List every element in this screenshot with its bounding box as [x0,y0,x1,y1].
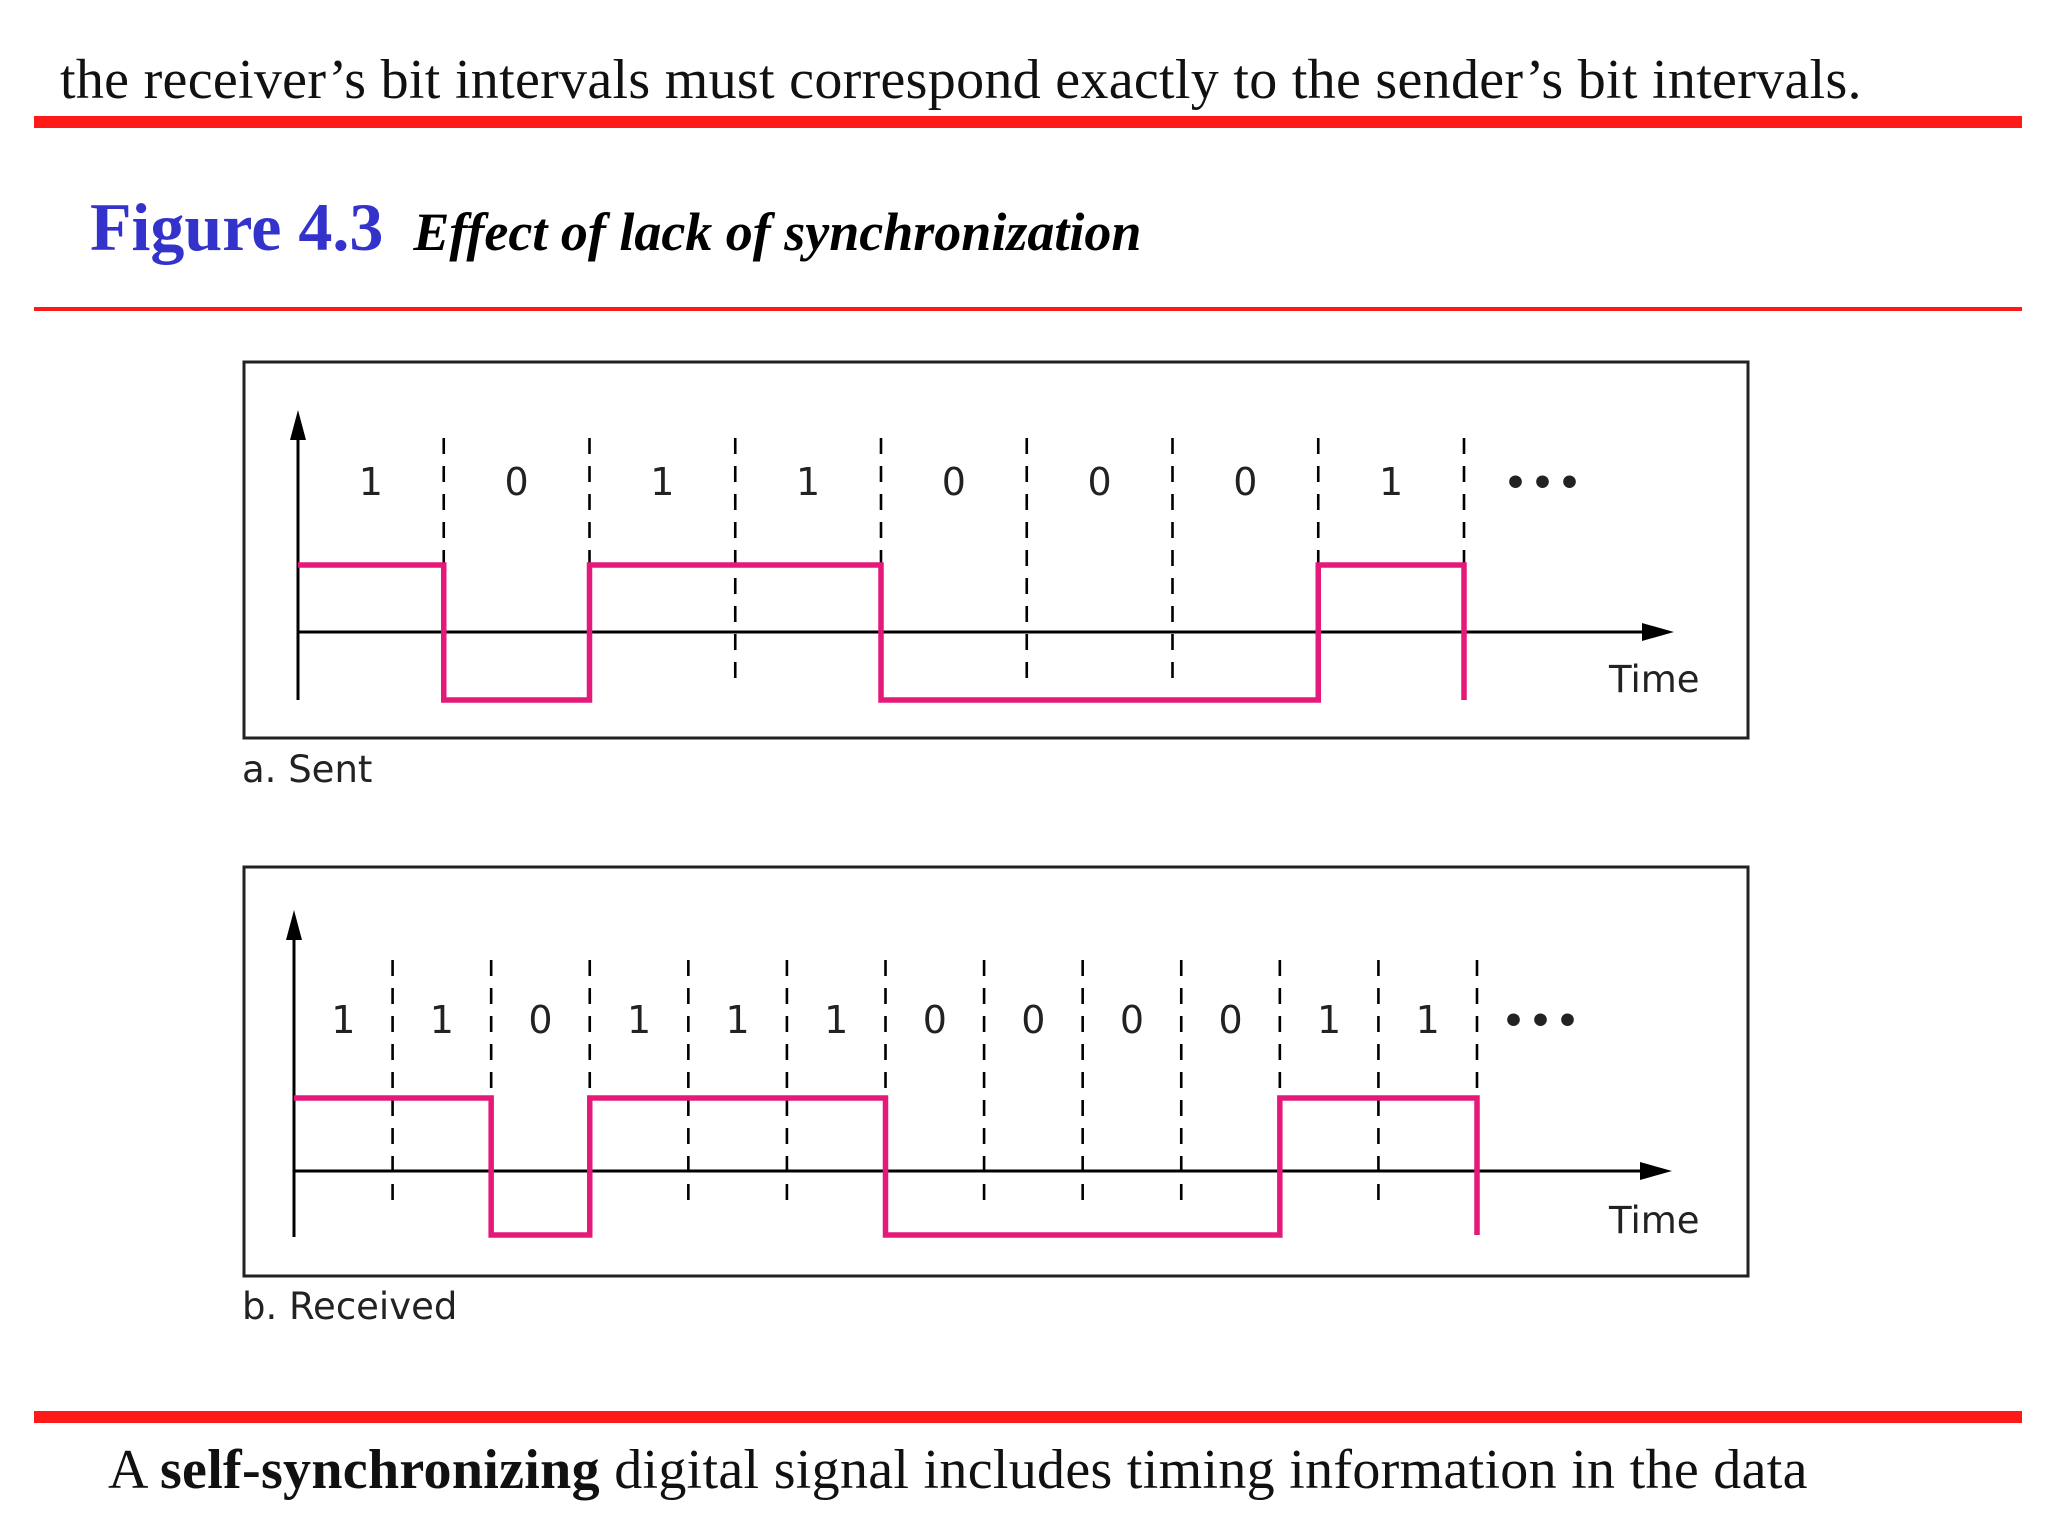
vertical-axis-arrowhead [290,410,306,440]
bottom-sentence-bold: self-synchronizing [159,1439,600,1501]
bit-label: 1 [824,998,848,1042]
bottom-red-rule [34,1411,2022,1423]
bit-label: 0 [1021,998,1045,1042]
bit-label: 0 [1218,998,1242,1042]
continuation-dots: ••• [1504,463,1585,504]
bit-label: 1 [796,460,820,504]
top-sentence: the receiver’s bit intervals must corres… [60,49,1862,111]
continuation-dots: ••• [1502,1001,1583,1042]
time-axis-arrowhead [1640,1162,1672,1180]
bottom-sentence-rest: digital signal includes timing informati… [599,1439,1808,1501]
bit-label: 1 [1317,998,1341,1042]
received-caption: b. Received [242,1285,458,1328]
bit-label: 0 [1120,998,1144,1042]
bit-label: 0 [1233,460,1257,504]
bit-label: 1 [1379,460,1403,504]
vertical-axis-arrowhead [286,910,302,940]
received-diagram: 1 1 0 1 1 1 0 0 0 0 1 1 ••• Time [242,865,1750,1278]
bit-label: 1 [627,998,651,1042]
received-diagram-frame [242,865,1750,1278]
bit-label: 0 [505,460,529,504]
figure-caption: Effect of lack of synchronization [413,202,1142,262]
bit-label: 1 [726,998,750,1042]
bottom-sentence-prefix: A [108,1439,160,1501]
time-axis-label: Time [1608,1199,1700,1242]
figure-number: Figure 4.3 [90,189,384,265]
figure-title: Figure 4.3 Effect of lack of synchronizat… [90,188,1141,267]
time-axis-label: Time [1608,658,1700,701]
sent-diagram-frame [242,360,1750,740]
bit-label: 1 [359,460,383,504]
signal-trace [294,1095,1480,1238]
bit-label: 0 [1088,460,1112,504]
bit-label: 1 [1416,998,1440,1042]
time-axis-arrowhead [1642,623,1674,641]
bottom-sentence: A self-synchronizing digital signal incl… [108,1438,1808,1502]
bit-label: 0 [923,998,947,1042]
top-red-rule [34,116,2022,128]
sent-diagram: 1 0 1 1 0 0 0 1 ••• Time [242,360,1750,740]
signal-trace [298,562,1467,703]
bit-label: 1 [650,460,674,504]
bit-label: 0 [528,998,552,1042]
bit-label: 0 [942,460,966,504]
bit-label: 1 [331,998,355,1042]
bit-label: 1 [430,998,454,1042]
sent-caption: a. Sent [242,748,373,791]
title-red-rule [34,307,2022,311]
